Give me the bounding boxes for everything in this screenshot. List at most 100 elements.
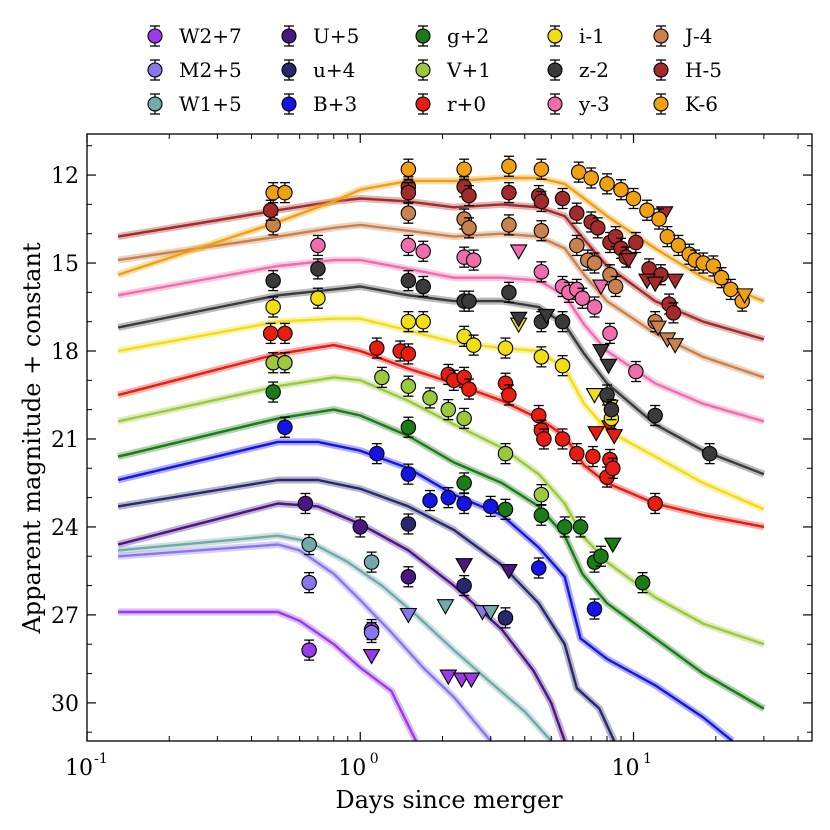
data-point-yminus3	[465, 249, 482, 271]
data-point-uplus5	[400, 566, 417, 588]
data-point-bplus3	[422, 489, 438, 512]
x-tick-label: 10	[338, 756, 366, 781]
data-point-hminus5	[665, 302, 682, 324]
legend-marker-zminus2	[547, 59, 563, 81]
data-point-rplus0	[536, 428, 552, 450]
data-point-zminus2	[599, 384, 615, 406]
model-band-uplus5	[117, 500, 568, 741]
upper-limit-kminus6	[735, 288, 754, 304]
data-point-yminus3	[310, 234, 326, 257]
upper-limit-zminus2	[509, 311, 528, 328]
legend: W2+7 M2+5 W1+5 U+5 u+4 B+3 g+2 V+1 r+0 i-1 z-2 y-3 J…	[147, 24, 722, 116]
data-point-w1plus5	[363, 551, 380, 573]
data-point-iminus1	[265, 296, 281, 318]
legend-label: y-3	[578, 92, 610, 116]
model-curves	[117, 174, 766, 741]
legend-marker-uplus4	[281, 59, 297, 81]
series-kminus6	[265, 155, 754, 312]
data-point-uplus5	[297, 492, 314, 515]
data-point-rplus0	[277, 322, 293, 345]
data-point-rplus0	[585, 445, 601, 468]
data-point-yminus3	[533, 261, 550, 283]
data-point-iminus1	[400, 311, 417, 333]
model-line-uplus4	[117, 478, 616, 741]
data-point-rplus0	[569, 442, 585, 465]
data-point-kminus6	[533, 158, 550, 180]
data-point-rplus0	[369, 337, 385, 359]
data-point-zminus2	[265, 269, 281, 292]
legend-entry-gplus2: g+2	[415, 24, 489, 48]
data-point-bplus3	[400, 463, 417, 485]
data-point-zminus2	[415, 275, 431, 298]
legend-label: r+0	[447, 92, 486, 116]
data-point-jminus4	[607, 275, 624, 298]
data-point-yminus3	[574, 287, 591, 309]
model-line-m2plus5	[118, 543, 492, 741]
data-point-m2plus5	[363, 621, 380, 644]
legend-marker-bplus3	[281, 93, 297, 115]
upper-limit-w2plus7	[439, 669, 458, 686]
upper-limit-jminus4	[666, 338, 685, 354]
legend-entry-w1plus5: W1+5	[147, 92, 242, 116]
data-point-gplus2	[265, 381, 281, 403]
model-line-rplus0	[117, 343, 765, 529]
data-point-rplus0	[262, 322, 279, 345]
upper-limit-zminus2	[599, 358, 618, 375]
upper-limit-gplus2	[603, 537, 622, 554]
y-tick-label: 12	[51, 164, 79, 189]
upper-limit-yminus3	[591, 279, 610, 296]
data-point-kminus6	[713, 267, 730, 289]
model-line-vplus1	[117, 376, 765, 646]
data-point-jminus4	[586, 252, 603, 274]
series-uplus5	[297, 492, 518, 588]
legend-marker-uplus5	[281, 25, 297, 47]
legend-label: U+5	[313, 24, 359, 48]
legend-marker-gplus2	[415, 25, 431, 47]
data-point-yminus3	[415, 240, 431, 262]
legend-label: W2+7	[179, 24, 242, 48]
legend-marker-kminus6	[653, 93, 669, 115]
data-point-kminus6	[277, 181, 293, 204]
model-band-w1plus5	[117, 532, 554, 741]
legend-marker-jminus4	[653, 25, 669, 47]
legend-entry-jminus4: J-4	[653, 24, 713, 48]
y-tick-label: 15	[51, 252, 79, 277]
data-point-uplus4	[400, 513, 417, 535]
data-point-zminus2	[701, 442, 718, 465]
x-tick-label: 10	[65, 756, 93, 781]
data-point-vplus1	[456, 407, 472, 430]
data-point-gplus2	[456, 472, 472, 494]
data-point-zminus2	[310, 258, 326, 280]
data-point-hminus5	[262, 199, 279, 221]
model-line-zminus2	[117, 285, 765, 476]
data-point-yminus3	[628, 360, 644, 383]
legend-label: u+4	[313, 58, 355, 82]
legend-entry-kminus6: K-6	[653, 92, 718, 116]
legend-label: z-2	[579, 58, 609, 82]
data-point-jminus4	[569, 234, 585, 257]
data-point-hminus5	[628, 231, 644, 254]
legend-label: B+3	[313, 92, 357, 116]
legend-marker-w2plus7	[147, 25, 163, 47]
upper-limit-hminus5	[619, 253, 638, 269]
legend-marker-vplus1	[415, 59, 431, 81]
data-point-kminus6	[570, 161, 587, 183]
data-point-vplus1	[277, 352, 293, 374]
data-point-w2plus7	[301, 639, 317, 661]
data-point-bplus3	[277, 416, 293, 438]
legend-entry-hminus5: H-5	[653, 58, 722, 82]
data-point-zminus2	[647, 404, 663, 427]
data-point-iminus1	[465, 334, 482, 356]
plot-frame	[86, 133, 813, 742]
legend-marker-hminus5	[653, 59, 669, 81]
data-point-jminus4	[400, 202, 417, 224]
data-point-yminus3	[602, 322, 618, 345]
data-point-kminus6	[705, 255, 722, 277]
legend-entry-iminus1: i-1	[547, 24, 605, 48]
data-point-bplus3	[482, 495, 499, 518]
series-w1plus5	[301, 533, 500, 621]
model-band-bplus3	[117, 438, 735, 741]
x-tick-exponent: 1	[643, 751, 652, 767]
model-line-kminus6	[117, 176, 765, 303]
data-point-kminus6	[599, 173, 615, 195]
